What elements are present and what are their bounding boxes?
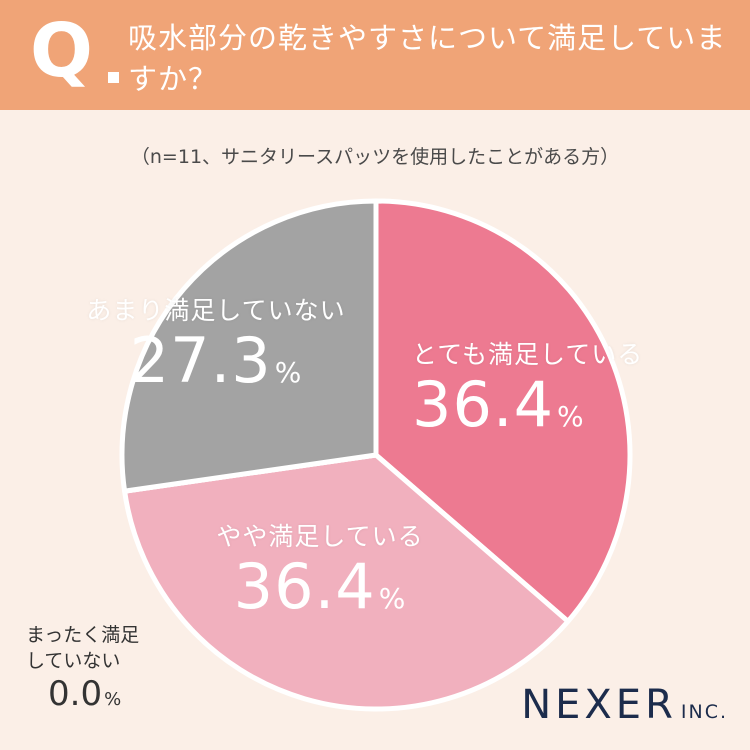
brand-suffix: INC.: [680, 701, 728, 723]
slice-very-satisfied: [373, 198, 633, 624]
slice-somewhat-satisfied: [122, 452, 571, 712]
brand-logo: NEXER INC.: [521, 682, 728, 728]
slice-category-label: あまり満足していない: [86, 296, 346, 325]
slice-label-not-very-satisfied: あまり満足していない 27.3%: [66, 296, 366, 408]
percent-unit: %: [274, 356, 303, 389]
slice-category-label: とても満足している: [412, 340, 644, 369]
question-title: 吸水部分の乾きやすさについて満足していますか？: [128, 21, 727, 96]
outside-category-line-2: していない: [26, 650, 121, 672]
q-dot-icon: [108, 72, 119, 83]
slice-percent-value: 36.4: [412, 368, 555, 441]
slice-percent-label: 0.0%: [48, 674, 139, 720]
brand-name: NEXER: [521, 682, 677, 728]
slice-percent-label: 36.4%: [412, 370, 672, 452]
slice-percent-value: 36.4: [233, 550, 376, 623]
q-mark: Q: [30, 8, 93, 94]
slice-label-somewhat-satisfied: やや満足している 36.4%: [190, 522, 450, 634]
slice-category-label: やや満足している: [216, 522, 424, 551]
slice-percent-label: 27.3%: [66, 326, 366, 408]
slice-percent-value: 0.0: [48, 674, 103, 714]
sample-subtitle: （n=11、サニタリースパッツを使用したことがある方）: [130, 146, 620, 168]
slice-not-very-satisfied: [119, 198, 379, 494]
slice-percent-label: 36.4%: [190, 552, 450, 634]
percent-unit: %: [104, 689, 122, 710]
percent-unit: %: [557, 400, 585, 433]
slice-label-very-satisfied: とても満足している 36.4%: [412, 340, 672, 452]
percent-unit: %: [378, 582, 407, 615]
header-bar: Q 吸水部分の乾きやすさについて満足していますか？: [0, 0, 750, 110]
slice-label-not-at-all-satisfied: まったく満足 していない 0.0%: [26, 622, 139, 720]
slice-percent-value: 27.3: [129, 324, 272, 397]
outside-category-line-1: まったく満足: [26, 624, 140, 646]
